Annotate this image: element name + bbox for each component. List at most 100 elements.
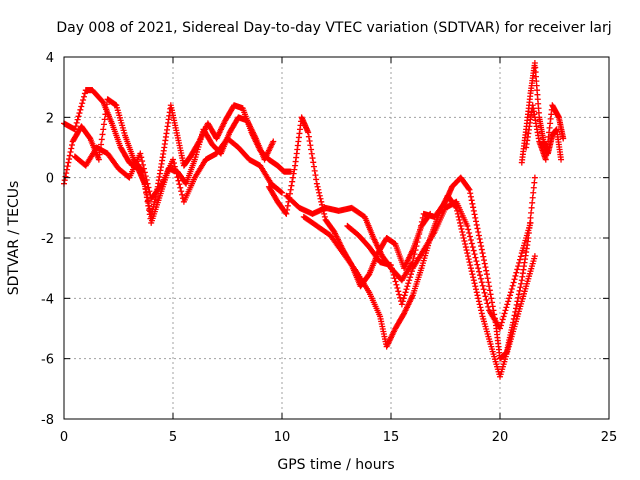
data-point	[476, 301, 483, 308]
data-point	[467, 233, 474, 240]
data-point	[141, 181, 148, 188]
data-point	[137, 150, 144, 157]
y-tick-label: -6	[41, 353, 54, 368]
data-point	[414, 239, 421, 246]
data-point	[506, 292, 513, 299]
data-point	[465, 256, 472, 263]
data-point	[459, 231, 466, 238]
data-point	[515, 294, 522, 301]
data-point	[317, 195, 324, 202]
data-point	[471, 211, 478, 218]
data-point	[408, 268, 415, 275]
data-point	[470, 207, 477, 214]
data-point	[65, 159, 72, 166]
data-point	[80, 93, 87, 100]
data-point	[68, 141, 75, 148]
data-point	[489, 299, 496, 306]
data-point	[307, 142, 314, 149]
data-point	[406, 277, 413, 284]
data-point	[484, 300, 491, 307]
data-point	[529, 199, 536, 206]
data-point	[502, 307, 509, 314]
data-point	[513, 301, 520, 308]
data-point	[483, 296, 490, 303]
data-point	[287, 186, 294, 193]
data-point	[279, 189, 285, 196]
data-point	[318, 198, 325, 205]
data-point	[478, 307, 485, 314]
data-point	[480, 253, 487, 260]
data-point	[305, 133, 312, 140]
data-point	[497, 322, 504, 329]
data-point	[485, 303, 492, 310]
data-point	[462, 244, 469, 251]
data-point	[529, 194, 536, 201]
data-point	[103, 101, 110, 108]
data-point	[514, 266, 521, 273]
data-point	[473, 218, 480, 225]
data-point	[178, 188, 185, 195]
data-point	[476, 236, 483, 243]
data-point	[465, 226, 472, 233]
data-point	[171, 163, 178, 170]
data-point	[284, 206, 291, 213]
data-point	[100, 121, 107, 128]
data-point	[468, 268, 475, 275]
data-point	[475, 228, 482, 235]
data-point	[143, 190, 150, 197]
data-point	[175, 177, 182, 184]
data-point	[464, 250, 471, 257]
data-point	[477, 275, 484, 282]
data-point	[77, 106, 84, 113]
data-point	[407, 271, 414, 278]
data-point	[511, 276, 518, 283]
data-point	[503, 304, 510, 311]
data-point	[64, 163, 71, 170]
data-point	[457, 222, 464, 229]
data-point	[146, 188, 153, 195]
x-tick-label: 0	[60, 430, 68, 445]
data-point	[515, 291, 522, 298]
data-point	[513, 269, 520, 276]
data-point	[389, 268, 396, 275]
data-point	[172, 167, 179, 174]
data-point	[390, 271, 397, 278]
y-tick-label: -8	[41, 413, 54, 428]
data-point	[392, 278, 399, 285]
data-point	[314, 183, 321, 190]
x-tick-label: 25	[601, 430, 618, 445]
grid-lines	[64, 57, 609, 419]
data-point	[396, 291, 403, 298]
data-point	[76, 110, 83, 117]
data-point	[456, 216, 463, 223]
data-point	[73, 119, 80, 126]
data-point	[404, 283, 411, 290]
data-point	[308, 150, 315, 157]
data-point	[66, 156, 73, 163]
data-point	[467, 190, 474, 197]
data-point	[531, 253, 538, 260]
data-point	[395, 288, 402, 295]
data-point	[467, 193, 474, 200]
x-tick-label: 10	[274, 430, 291, 445]
data-point	[311, 167, 318, 174]
data-point	[310, 163, 317, 170]
data-point	[478, 243, 485, 250]
data-point	[284, 202, 291, 209]
data-point	[316, 189, 323, 196]
data-point	[403, 286, 410, 293]
data-point	[473, 289, 480, 296]
y-tick-label: -4	[41, 292, 54, 307]
data-point	[475, 265, 482, 272]
data-point	[309, 155, 316, 162]
data-point	[531, 179, 538, 186]
chart-title: Day 008 of 2021, Sidereal Day-to-day VTE…	[56, 20, 611, 36]
data-point	[469, 200, 476, 207]
data-point	[399, 298, 406, 305]
data-point	[510, 279, 517, 286]
data-point	[474, 225, 481, 232]
data-point	[457, 219, 464, 226]
data-point	[474, 261, 481, 268]
data-point	[144, 198, 151, 205]
data-point	[473, 286, 480, 293]
